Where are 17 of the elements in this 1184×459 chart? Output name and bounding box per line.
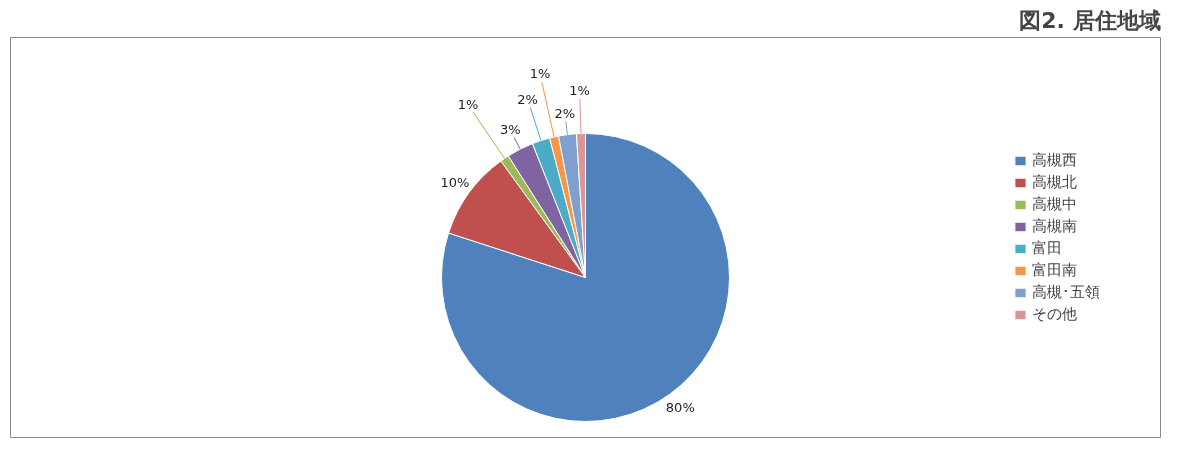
legend-label: 高槻北	[1032, 172, 1077, 192]
legend-label: 富田	[1032, 238, 1062, 258]
data-label: 10%	[440, 175, 470, 191]
legend-label: 高槻･五領	[1032, 282, 1100, 302]
data-label: 1%	[569, 82, 590, 98]
legend-label: 高槻中	[1032, 194, 1077, 214]
legend-label: 富田南	[1032, 260, 1077, 280]
legend-label: 高槻南	[1032, 216, 1077, 236]
chart-title: 図2. 居住地域	[1019, 7, 1161, 33]
legend-label: その他	[1032, 304, 1077, 324]
data-label: 80%	[665, 400, 695, 416]
legend-label: 高槻西	[1032, 150, 1077, 170]
data-label: 1%	[457, 97, 479, 113]
data-label: 3%	[500, 122, 521, 138]
data-label: 2%	[517, 91, 538, 107]
data-label: 2%	[554, 105, 576, 121]
data-label: 1%	[529, 66, 551, 82]
